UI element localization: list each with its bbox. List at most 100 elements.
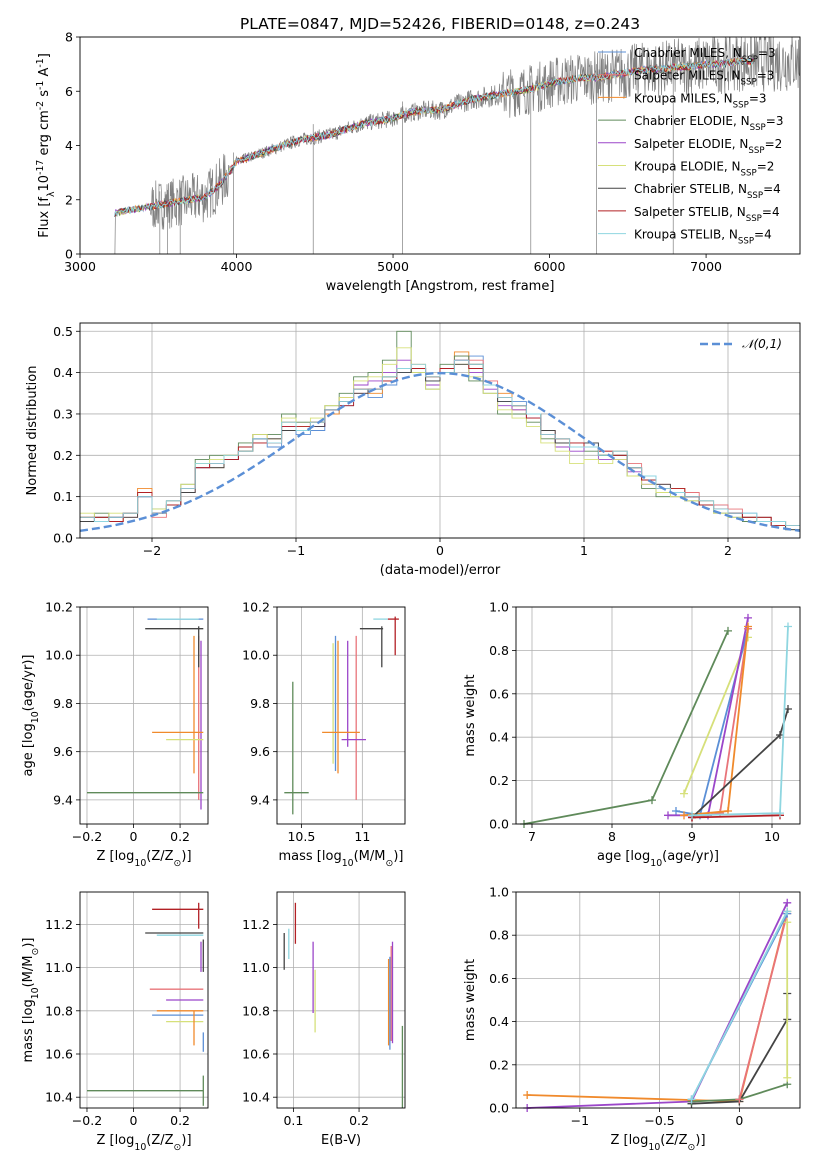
x-tick-label: 0 [130,829,138,844]
spectrum-axes: 3000 4000 5000 6000 7000 0 2 4 6 8 wavelength [Ang… [35,30,723,295]
model-line [114,58,754,217]
weight-vs-age-axes: 7 8 9 10 0.0 0.2 0.4 0.6 0.8 1.0 age [log10(age/yr… [463,600,800,869]
legend-entry: Chabrier STELIB, NSSP=4 [634,182,781,201]
y-tick-label: 2 [65,192,73,207]
y-tick-label: 0.4 [53,365,73,380]
x-axis-label: E(B-V) [321,1133,361,1148]
y-tick-label: 10.8 [242,1003,270,1018]
weight-marker [672,806,680,815]
weight-vs-Z-lines [523,898,792,1112]
x-tick-label: 0.2 [170,829,190,844]
x-axis-label: wavelength [Angstrom, rest frame] [326,279,555,294]
weight-marker [648,796,656,805]
weight-marker [687,1095,696,1104]
weight-marker [724,626,732,635]
mass-vs-Z-errorbars [87,902,204,1106]
spectrum-frame [79,36,801,255]
x-tick-label: −0.2 [72,1113,102,1128]
y-tick-label: 10.2 [45,600,73,615]
y-tick-label: 0 [65,247,73,262]
x-tick-label: −1 [287,543,305,558]
weight-vs-age-lines [520,613,792,828]
y-tick-label: 10.6 [242,1047,270,1062]
x-tick-label: 10.5 [287,829,315,844]
data-spectrum-line [114,37,800,254]
x-tick-label: 8 [608,829,616,844]
y-tick-label: 11.2 [242,917,270,932]
y-tick-label: 10.4 [242,1090,270,1105]
y-tick-label: 10.8 [45,1003,73,1018]
histogram-line [80,359,800,527]
mass-vs-ebv-frame [276,891,406,1109]
weight-marker [688,811,696,820]
mass-vs-ebv-errorbars [283,902,404,1108]
y-tick-label: 0.2 [489,1057,509,1072]
y-tick-label: 9.4 [53,792,73,807]
weight-marker [776,809,784,818]
x-tick-label: 9 [688,829,696,844]
weight-marker [783,918,792,927]
y-tick-label: 10.2 [242,600,270,615]
y-tick-label: 9.4 [250,792,270,807]
legend-entry: 𝒩(0,1) [742,337,782,351]
spectrum-legend: Chabrier MILES, NSSP=3 Salpeter MILES, NS… [598,46,783,247]
y-tick-label: 11.0 [45,960,73,975]
x-tick-label: 7 [528,829,536,844]
y-tick-label: 0.3 [53,406,73,421]
x-tick-label: 0 [436,543,444,558]
age-vs-Z-errorbars [87,618,204,810]
y-tick-label: 10.0 [242,648,270,663]
y-tick-label: 1.0 [489,885,509,900]
y-tick-label: 4 [65,138,73,153]
weight-marker [784,622,792,631]
y-tick-label: 10.0 [45,648,73,663]
legend-entry: Chabrier ELODIE, NSSP=3 [634,114,783,133]
x-tick-label: 7000 [690,259,722,274]
x-axis-label: Z [log10(Z/Z⊙)] [96,849,191,869]
y-tick-label: 0.5 [53,324,73,339]
weight-line [690,910,789,1100]
y-tick-label: 0.4 [489,730,509,745]
weight-marker [523,1091,532,1100]
weight-line [691,814,781,819]
weight-marker [744,622,752,631]
y-tick-label: 9.6 [53,744,73,759]
weight-vs-age-frame [515,606,801,825]
x-tick-label: 0.2 [170,1113,190,1128]
age-vs-mass-axes: 10.5 11 9.4 9.6 9.8 10.0 10.2 mass [log10(M/M⊙)… [242,600,405,869]
legend-entry: Salpeter MILES, NSSP=3 [634,69,774,88]
y-axis-label: Flux [fλ10-17 erg cm-2 s-1 A-1] [35,53,57,238]
weight-line [683,637,749,794]
legend-entry: Chabrier MILES, NSSP=3 [634,46,776,65]
age-vs-mass-errorbars [284,616,399,815]
mass-vs-Z-axes: −0.2 0 0.2 10.4 10.6 10.8 11.0 11.2 Z [log10(Z/Z… [21,892,208,1153]
y-tick-label: 0.2 [53,448,73,463]
y-tick-label: 0.8 [489,643,509,658]
x-tick-label: 0 [130,1113,138,1128]
y-tick-label: 0.8 [489,928,509,943]
y-tick-label: 0.0 [489,1101,509,1116]
y-tick-label: 11.2 [45,917,73,932]
age-vs-mass-frame [276,606,406,825]
y-axis-label: mass weight [463,959,478,1041]
y-tick-label: 0.0 [53,531,73,546]
y-axis-label: mass [log10(M/M⊙)] [21,938,41,1063]
x-axis-label: Z [log10(Z/Z⊙)] [96,1133,191,1153]
x-tick-label: −1 [571,1113,589,1128]
age-vs-Z-axes: −0.2 0 0.2 9.4 9.6 9.8 10.0 10.2 Z [log10(Z/Z⊙)]… [21,600,208,869]
x-axis-label: age [log10(age/yr)] [597,849,719,869]
y-axis-label: Normed distribution [25,366,40,496]
residuals-frame [79,322,801,539]
y-tick-label: 6 [65,84,73,99]
y-tick-label: 9.8 [250,696,270,711]
y-tick-label: 9.8 [53,696,73,711]
spectrum-lines [114,37,800,254]
y-axis-label: age [log10(age/yr)] [21,655,41,777]
y-tick-label: 1.0 [489,600,509,615]
weight-marker [716,809,724,818]
x-tick-label: 0 [735,1113,743,1128]
legend-entry: Kroupa ELODIE, NSSP=2 [634,160,774,179]
x-tick-label: 0.1 [283,1113,303,1128]
normal-curve [80,371,800,532]
